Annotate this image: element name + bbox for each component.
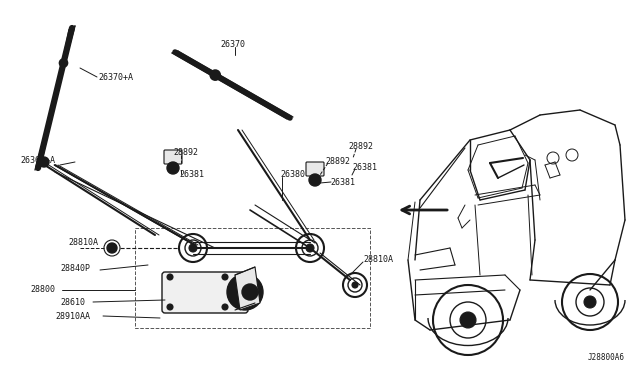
Text: J28800A6: J28800A6 (588, 353, 625, 362)
FancyBboxPatch shape (306, 162, 324, 176)
Text: 28892: 28892 (173, 148, 198, 157)
FancyBboxPatch shape (164, 150, 182, 164)
Circle shape (107, 243, 117, 253)
Circle shape (167, 162, 179, 174)
Circle shape (460, 312, 476, 328)
Bar (135, 228, 370, 328)
Circle shape (39, 157, 49, 167)
Circle shape (189, 244, 197, 252)
Text: 26380: 26380 (280, 170, 305, 179)
Circle shape (233, 280, 257, 304)
Circle shape (239, 286, 251, 298)
Text: 26381: 26381 (330, 178, 355, 187)
Circle shape (309, 174, 321, 186)
Circle shape (170, 165, 176, 171)
Text: 26370: 26370 (220, 40, 245, 49)
Text: 28800: 28800 (30, 285, 55, 294)
Circle shape (312, 177, 318, 183)
Circle shape (222, 304, 228, 310)
Circle shape (211, 70, 220, 80)
Text: 28910AA: 28910AA (55, 312, 90, 321)
FancyBboxPatch shape (162, 272, 248, 313)
Text: 26370+A: 26370+A (98, 73, 133, 82)
Text: 26381: 26381 (352, 163, 377, 172)
Circle shape (60, 59, 67, 67)
Circle shape (222, 274, 228, 280)
Text: 26360+A: 26360+A (20, 156, 55, 165)
Circle shape (242, 284, 258, 300)
Circle shape (584, 296, 596, 308)
Text: 26381: 26381 (179, 170, 204, 179)
Circle shape (352, 282, 358, 288)
Text: 28810A: 28810A (363, 255, 393, 264)
Circle shape (167, 304, 173, 310)
Circle shape (227, 274, 263, 310)
Text: 28892: 28892 (348, 142, 373, 151)
Circle shape (246, 288, 254, 296)
Polygon shape (235, 267, 260, 310)
Text: 28810A: 28810A (68, 238, 98, 247)
Circle shape (167, 274, 173, 280)
Text: 28610: 28610 (60, 298, 85, 307)
Circle shape (306, 244, 314, 252)
Text: 28840P: 28840P (60, 264, 90, 273)
Text: 28892: 28892 (325, 157, 350, 166)
